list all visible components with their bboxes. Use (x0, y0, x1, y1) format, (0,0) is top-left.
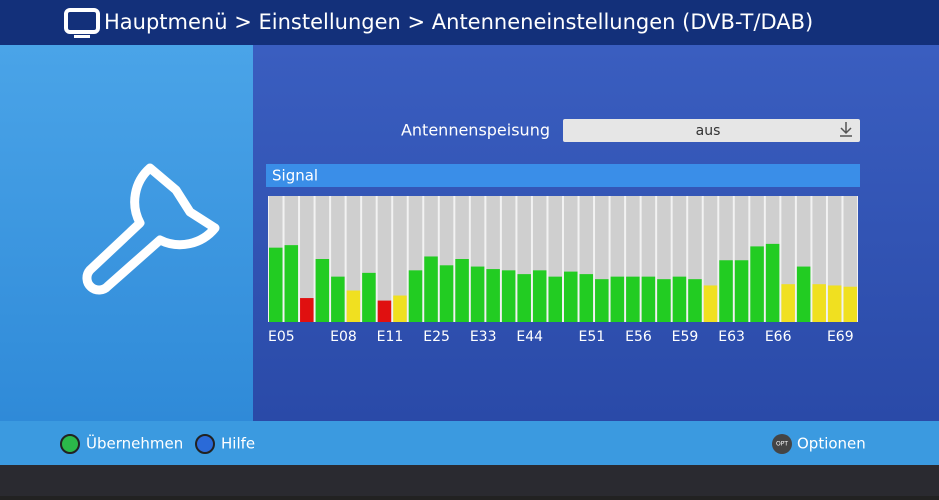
setting-value: aus (696, 123, 721, 139)
bar (579, 274, 594, 322)
bar (284, 245, 299, 322)
bar (765, 243, 780, 322)
setting-field[interactable] (563, 119, 860, 142)
bar (672, 276, 687, 322)
bar (517, 274, 531, 322)
x-tick-label: E66 (765, 329, 792, 345)
bar (269, 247, 283, 322)
x-tick-label: E08 (330, 329, 357, 345)
bar (315, 259, 330, 322)
bar (455, 259, 469, 322)
options-label[interactable]: Optionen (797, 435, 866, 453)
bar (377, 300, 392, 322)
bar (750, 246, 764, 322)
x-tick-label: E05 (268, 329, 295, 345)
bar (734, 260, 749, 322)
x-tick-label: E51 (579, 329, 606, 345)
x-tick-label: E63 (718, 329, 745, 345)
wrench-icon (82, 163, 220, 295)
bar (486, 269, 500, 322)
bar (703, 285, 718, 322)
bar (300, 298, 314, 322)
x-tick-label: E69 (827, 329, 854, 345)
bar (812, 284, 826, 322)
x-tick-label: E25 (423, 329, 450, 345)
bar (610, 276, 625, 322)
x-tick-label: E33 (470, 329, 497, 345)
bezel (0, 465, 939, 496)
top-bar (0, 0, 939, 45)
x-tick-label: E11 (377, 329, 404, 345)
bar (346, 290, 361, 322)
bar (827, 285, 842, 322)
opt-key (772, 434, 792, 454)
x-tick-label: E59 (672, 329, 699, 345)
opt-icon-text: OPT (776, 441, 788, 448)
bar (688, 279, 702, 322)
bar (532, 270, 547, 322)
bar (424, 256, 438, 322)
bar (781, 284, 795, 322)
help-label[interactable]: Hilfe (221, 435, 255, 453)
bar (595, 279, 609, 322)
bar (641, 276, 656, 322)
bar (626, 276, 640, 322)
ok-label[interactable]: Übernehmen (86, 434, 183, 453)
x-tick-label: E56 (625, 329, 652, 345)
bar (501, 270, 516, 322)
bar (362, 272, 376, 322)
bar (408, 270, 423, 322)
bar (548, 276, 562, 322)
dropdown-icon (840, 122, 852, 137)
bar (843, 286, 857, 322)
bar (393, 295, 407, 322)
column-bg (393, 196, 407, 322)
bar (470, 266, 485, 322)
bar (719, 260, 733, 322)
bar (564, 271, 578, 322)
column-bg (377, 196, 392, 322)
green-key (60, 434, 80, 454)
bar (331, 276, 345, 322)
section-bar (266, 164, 860, 187)
tv-icon (64, 8, 100, 38)
bar (439, 265, 454, 322)
column-bg (300, 196, 314, 322)
x-tick-label: E44 (516, 329, 543, 345)
blue-key (195, 434, 215, 454)
bar (796, 266, 811, 322)
breadcrumb: Hauptmenü > Einstellungen > Antenneneins… (104, 10, 813, 34)
bar (657, 279, 671, 322)
setting-label: Antennenspeisung (401, 121, 550, 140)
section-title: Signal (272, 167, 318, 185)
